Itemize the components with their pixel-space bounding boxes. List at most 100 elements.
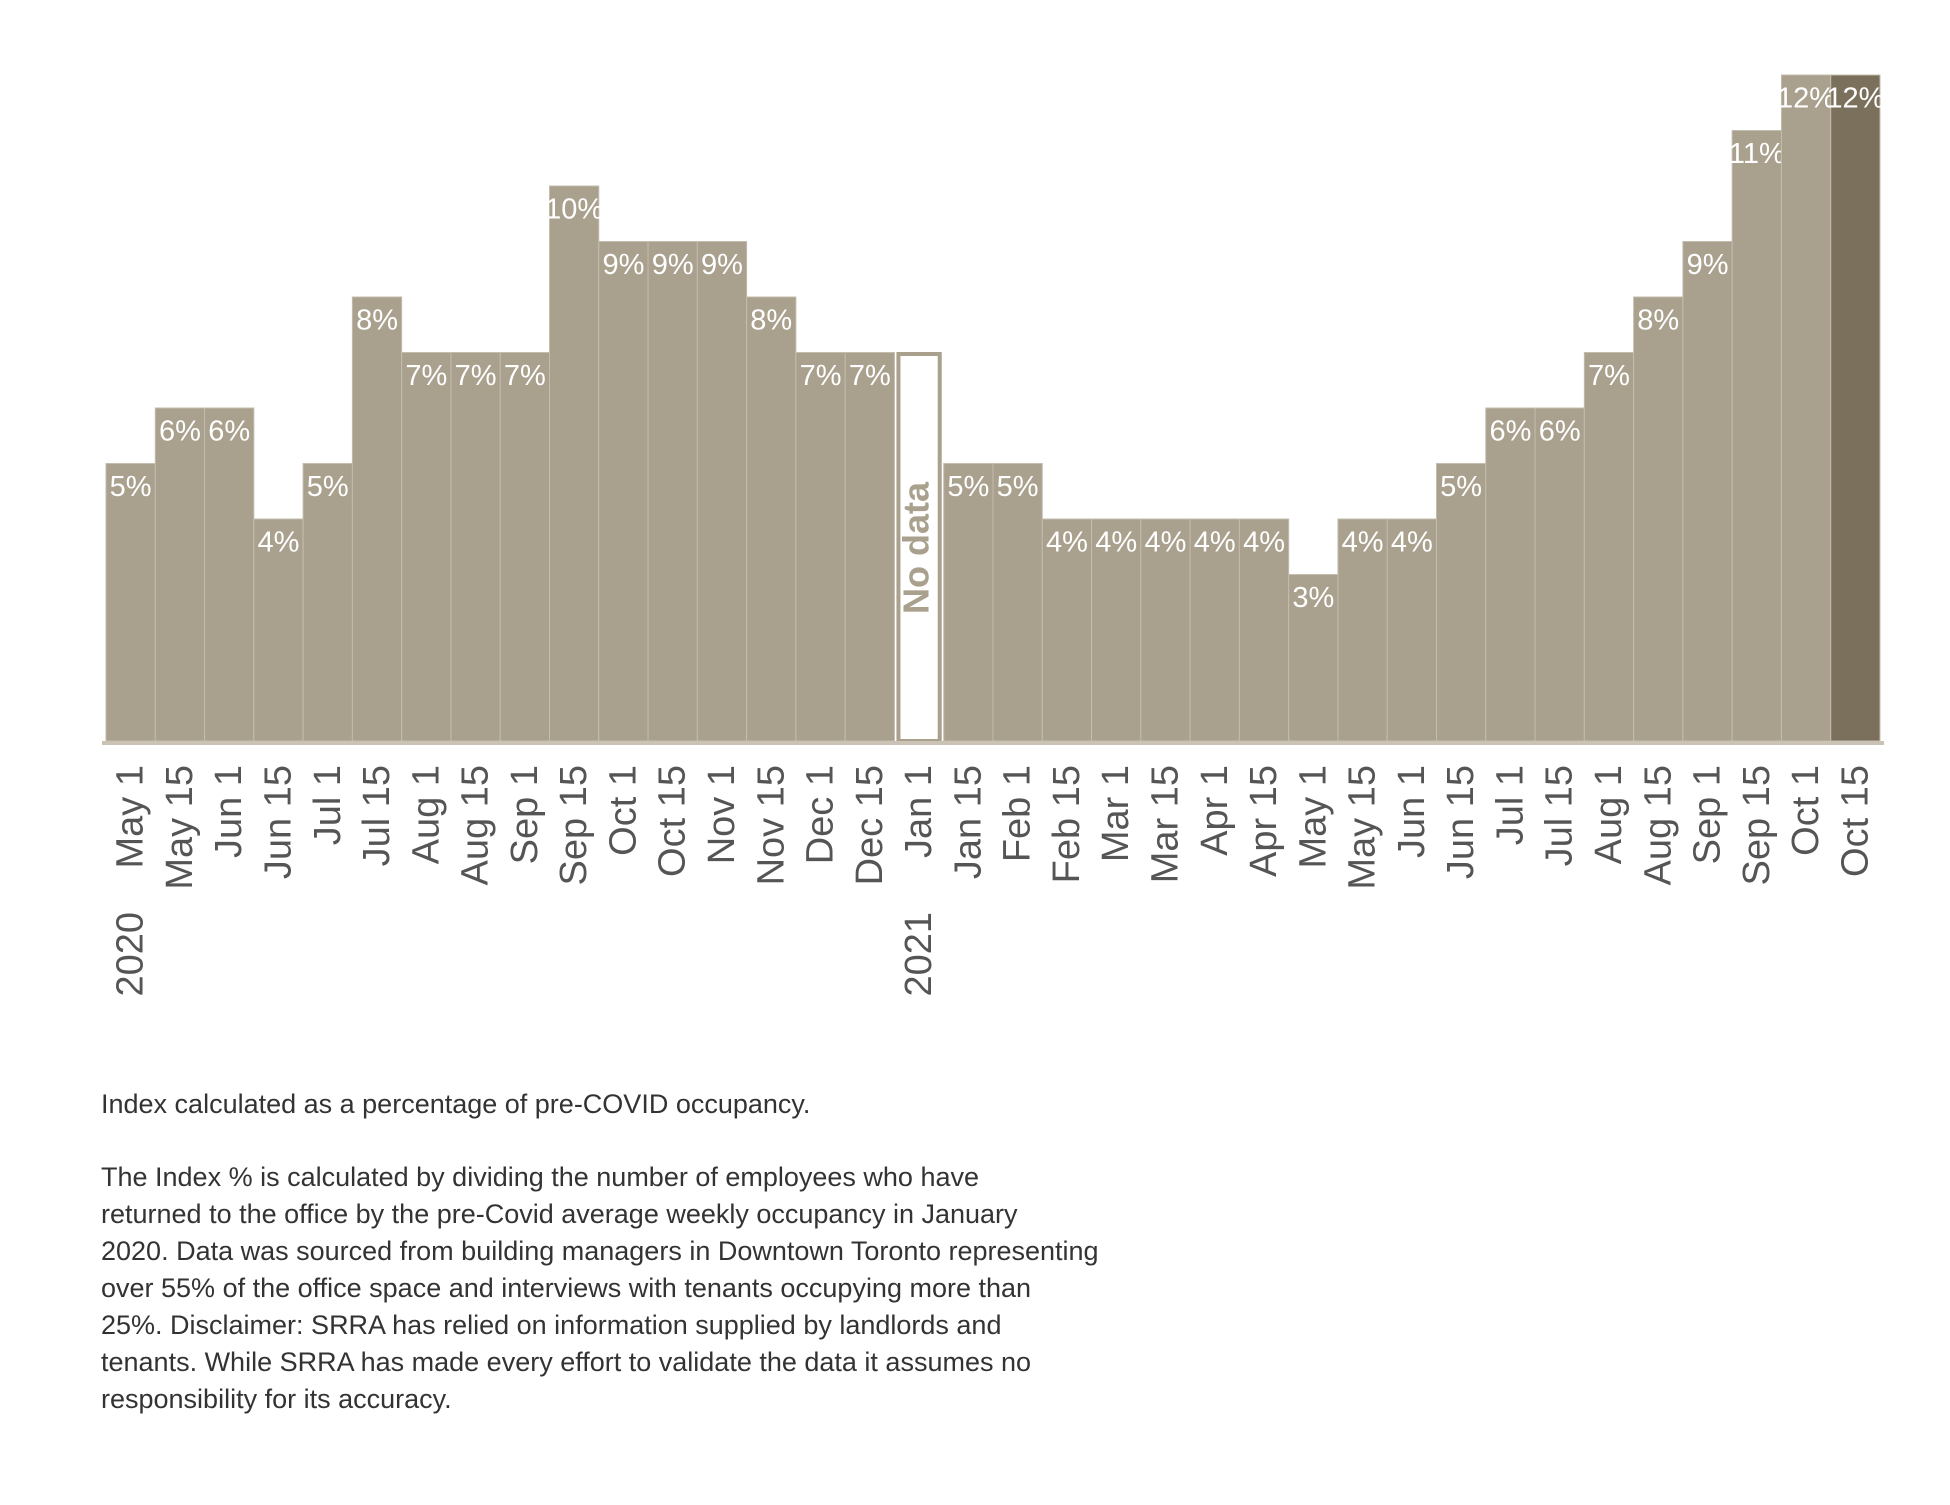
value-label: 5% <box>1440 471 1482 503</box>
value-label: 11% <box>1729 138 1785 170</box>
bar <box>1189 518 1240 742</box>
note-line: over 55% of the office space and intervi… <box>101 1273 1031 1303</box>
bar <box>1041 518 1093 742</box>
x-tick-label: Apr 1 <box>1194 765 1236 856</box>
value-label: 4% <box>1095 527 1137 559</box>
bar <box>1633 296 1684 742</box>
no-data-label: No data <box>896 481 937 614</box>
x-tick-label: Nov 15 <box>750 765 792 885</box>
note-line: returned to the office by the pre-Covid … <box>101 1199 1018 1229</box>
bar <box>696 241 748 742</box>
x-tick-label: Aug 15 <box>455 765 497 885</box>
x-tick-label: Jul 15 <box>1539 765 1581 866</box>
bar <box>844 352 895 742</box>
x-tick-label: May 15 <box>1342 765 1384 890</box>
x-tick-label: Jun 15 <box>258 765 300 879</box>
bar <box>1780 74 1832 742</box>
x-tick-label: Sep 15 <box>1736 765 1778 885</box>
bar <box>1436 463 1487 742</box>
value-label: 9% <box>652 249 694 281</box>
x-tick-label: May 15 <box>159 765 201 890</box>
x-tick-label: Jul 1 <box>307 765 349 845</box>
value-label: 4% <box>1145 527 1187 559</box>
value-label: 4% <box>1046 527 1088 559</box>
bar <box>1682 241 1733 742</box>
value-label: 7% <box>455 360 497 392</box>
value-label: 7% <box>849 360 891 392</box>
bar <box>1731 130 1782 742</box>
x-tick-label: Sep 15 <box>553 765 595 885</box>
value-label: 5% <box>947 471 989 503</box>
value-label: 10% <box>545 194 603 226</box>
value-label: 8% <box>1637 305 1679 337</box>
x-tick-label: Feb 1 <box>997 765 1039 862</box>
x-tick-label: Aug 1 <box>1588 765 1630 864</box>
value-label: 7% <box>800 360 842 392</box>
note-line: 25%. Disclaimer: SRRA has relied on info… <box>101 1310 1001 1340</box>
bar <box>204 407 255 742</box>
value-label: 6% <box>1539 416 1581 448</box>
bar <box>450 352 501 742</box>
bar <box>499 352 551 742</box>
value-label: 5% <box>307 471 349 503</box>
x-tick-label: Mar 15 <box>1145 765 1187 883</box>
x-tick-label: Oct 15 <box>652 765 694 877</box>
x-tick-label: Oct 1 <box>1785 765 1827 856</box>
note-line: tenants. While SRRA has made every effor… <box>101 1347 1031 1377</box>
x-tick-label: Feb 15 <box>1046 765 1088 883</box>
x-tick-label: Nov 1 <box>701 765 743 864</box>
value-label: 6% <box>1489 416 1531 448</box>
note-summary: Index calculated as a percentage of pre-… <box>101 1089 810 1119</box>
bar <box>1830 74 1881 742</box>
x-tick-label: Jun 15 <box>1440 765 1482 879</box>
value-label: 6% <box>208 416 250 448</box>
x-tick-label: Sep 1 <box>504 765 546 864</box>
value-label: 5% <box>997 471 1039 503</box>
x-tick-label: Oct 1 <box>602 765 644 856</box>
note-line: 2020. Data was sourced from building man… <box>101 1236 1099 1266</box>
bar <box>943 463 994 742</box>
x-tick-label: Jul 1 <box>1489 765 1531 845</box>
x-tick-label: Dec 1 <box>800 765 842 864</box>
value-label: 4% <box>1194 527 1236 559</box>
bar <box>1386 518 1437 742</box>
value-label: 9% <box>1687 249 1729 281</box>
value-label: 6% <box>159 416 201 448</box>
value-label: 8% <box>750 305 792 337</box>
value-label: 8% <box>356 305 398 337</box>
bar <box>351 296 403 742</box>
bar <box>253 518 304 742</box>
bar <box>795 352 846 742</box>
x-tick-label: May 1 <box>1292 765 1334 868</box>
x-tick-label: Dec 15 <box>849 765 891 885</box>
value-label: 4% <box>258 527 300 559</box>
year-label: 2021 <box>898 912 940 997</box>
x-tick-label: Jan 15 <box>947 765 989 879</box>
note-line: The Index % is calculated by dividing th… <box>101 1162 979 1192</box>
x-tick-label: Oct 15 <box>1834 765 1876 877</box>
bar <box>1288 574 1339 742</box>
value-label: 7% <box>405 360 447 392</box>
bar <box>647 241 698 742</box>
bar <box>401 352 452 742</box>
note-line: responsibility for its accuracy. <box>101 1384 452 1414</box>
x-tick-label: Apr 15 <box>1243 765 1285 877</box>
value-label: 9% <box>701 249 743 281</box>
bar <box>154 407 206 742</box>
value-label: 5% <box>110 471 152 503</box>
value-label: 4% <box>1391 527 1433 559</box>
bar <box>992 463 1043 742</box>
bar <box>549 185 600 742</box>
x-tick-label: Jan 1 <box>898 765 940 858</box>
value-label: 7% <box>1588 360 1630 392</box>
bar <box>1583 352 1635 742</box>
x-tick-label: Aug 15 <box>1637 765 1679 885</box>
x-tick-label: Aug 1 <box>405 765 447 864</box>
x-tick-label: Mar 1 <box>1095 765 1137 862</box>
bar <box>1534 407 1585 742</box>
bar <box>105 463 156 742</box>
x-tick-label: Jun 1 <box>1391 765 1433 858</box>
bar <box>1091 518 1142 742</box>
bar <box>1485 407 1536 742</box>
